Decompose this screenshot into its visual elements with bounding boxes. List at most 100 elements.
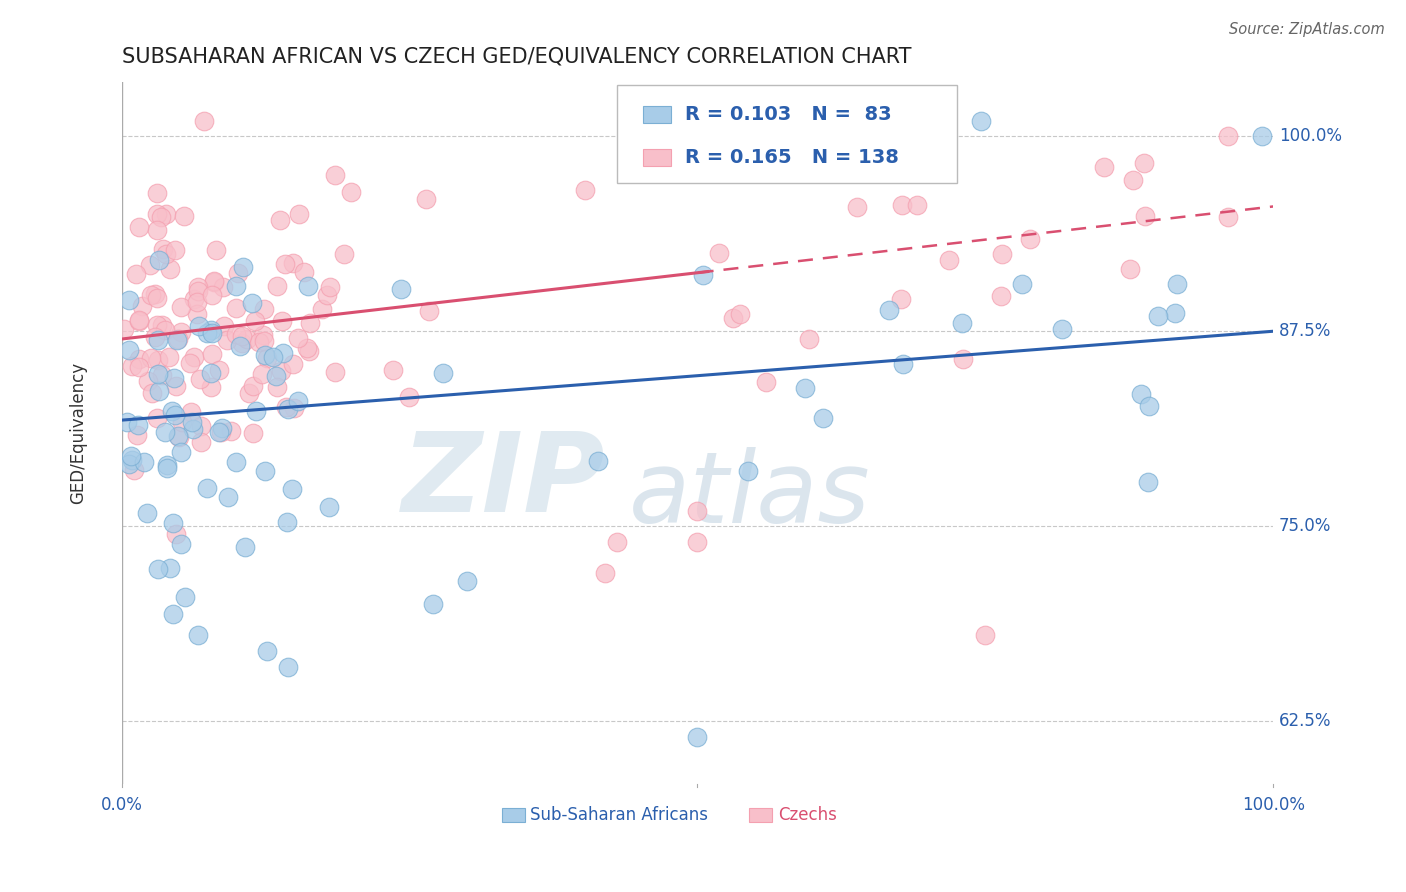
Point <box>232 260 254 274</box>
Point <box>256 351 278 365</box>
Point <box>311 301 333 316</box>
Point <box>574 183 596 197</box>
Point <box>157 350 180 364</box>
Point <box>1122 172 1144 186</box>
Point <box>283 256 305 270</box>
FancyBboxPatch shape <box>644 149 671 166</box>
Point <box>855 150 877 164</box>
Point <box>145 330 167 344</box>
Text: 62.5%: 62.5% <box>1279 712 1331 731</box>
Point <box>256 644 278 658</box>
Text: Czechs: Czechs <box>778 806 837 824</box>
Point <box>156 461 179 475</box>
Point <box>606 534 628 549</box>
Point <box>187 280 209 294</box>
Point <box>226 266 249 280</box>
Point <box>181 415 204 429</box>
Point <box>938 253 960 268</box>
Point <box>252 327 274 342</box>
Point <box>974 628 997 642</box>
Point <box>225 301 247 315</box>
Point <box>148 333 170 347</box>
Point <box>298 316 321 330</box>
Point <box>146 368 169 382</box>
Point <box>120 449 142 463</box>
Point <box>1119 261 1142 276</box>
Point <box>252 367 274 381</box>
Point <box>125 427 148 442</box>
Point <box>195 326 218 341</box>
Point <box>146 186 169 200</box>
Point <box>271 313 294 327</box>
Point <box>200 366 222 380</box>
Point <box>115 415 138 429</box>
Point <box>125 267 148 281</box>
Point <box>1164 306 1187 320</box>
Point <box>245 404 267 418</box>
Point <box>242 379 264 393</box>
Point <box>131 299 153 313</box>
Point <box>755 376 778 390</box>
Point <box>190 435 212 450</box>
Point <box>686 503 709 517</box>
Point <box>162 516 184 531</box>
Point <box>233 540 256 554</box>
Point <box>170 300 193 314</box>
Point <box>229 339 252 353</box>
Point <box>186 307 208 321</box>
Point <box>276 516 298 530</box>
Point <box>266 279 288 293</box>
Text: 75.0%: 75.0% <box>1279 517 1331 535</box>
Text: Sub-Saharan Africans: Sub-Saharan Africans <box>530 806 709 824</box>
Point <box>146 352 169 367</box>
Point <box>128 312 150 326</box>
Point <box>1137 475 1160 489</box>
Point <box>187 319 209 334</box>
Point <box>415 193 437 207</box>
Point <box>145 291 167 305</box>
Point <box>146 222 169 236</box>
Point <box>150 211 173 225</box>
Point <box>891 358 914 372</box>
Point <box>991 247 1014 261</box>
Point <box>162 607 184 621</box>
Point <box>155 207 177 221</box>
Point <box>128 219 150 234</box>
Point <box>737 464 759 478</box>
Point <box>202 275 225 289</box>
Point <box>1133 155 1156 169</box>
Point <box>162 404 184 418</box>
Point <box>201 326 224 340</box>
Point <box>187 628 209 642</box>
Point <box>333 247 356 261</box>
Point <box>295 341 318 355</box>
Point <box>202 274 225 288</box>
Point <box>266 368 288 383</box>
Point <box>204 244 226 258</box>
Point <box>253 302 276 317</box>
Point <box>209 425 232 439</box>
Point <box>269 213 291 227</box>
Point <box>159 561 181 575</box>
Point <box>287 331 309 345</box>
Point <box>128 360 150 375</box>
Point <box>1139 399 1161 413</box>
Point <box>253 334 276 348</box>
Point <box>163 371 186 385</box>
Point <box>456 574 478 588</box>
Text: R = 0.103   N =  83: R = 0.103 N = 83 <box>685 104 891 124</box>
Point <box>166 527 188 541</box>
Point <box>138 374 160 388</box>
Point <box>254 464 277 478</box>
Point <box>143 287 166 301</box>
Point <box>277 659 299 673</box>
Point <box>283 357 305 371</box>
Point <box>121 359 143 374</box>
Point <box>283 401 305 415</box>
Point <box>273 257 295 271</box>
FancyBboxPatch shape <box>502 808 524 822</box>
Point <box>217 491 239 505</box>
Point <box>118 293 141 307</box>
Point <box>1216 211 1239 225</box>
Point <box>156 458 179 473</box>
